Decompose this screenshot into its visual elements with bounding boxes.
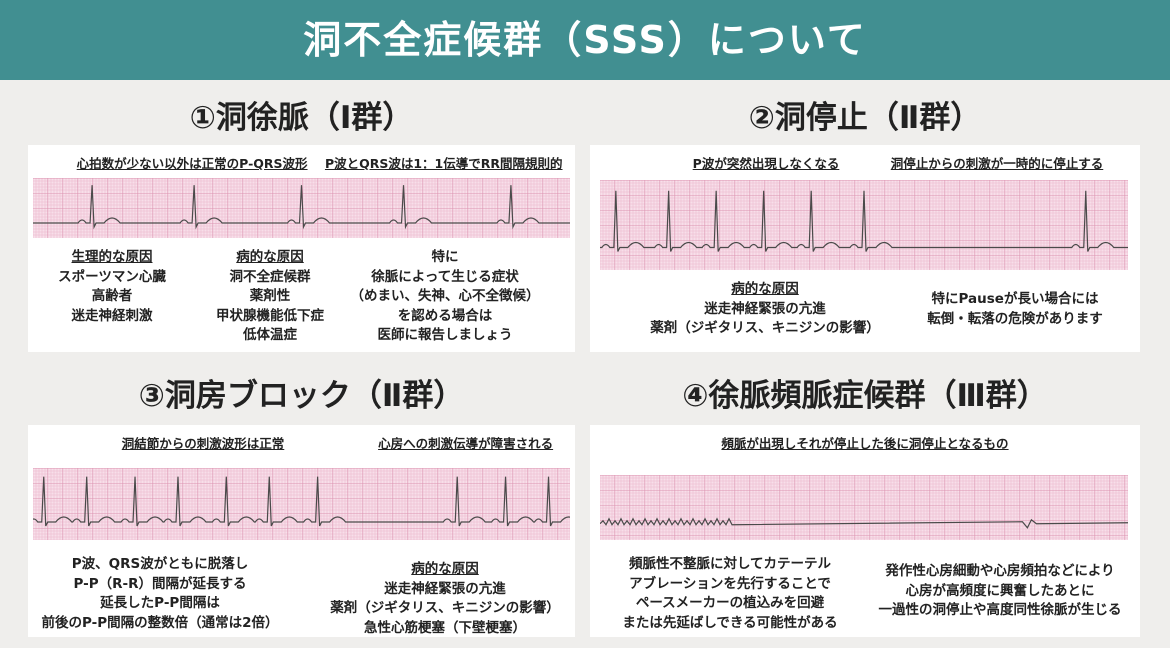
text-block: 頻脈性不整脈に対してカテーテル アブレーションを先行することで ペースメーカーの植込…: [622, 555, 837, 633]
block-line: を認める場合は: [397, 307, 493, 324]
block-line: 低体温症: [243, 327, 297, 343]
section-title: ③洞房ブロック（Ⅱ群）: [138, 378, 465, 414]
block-line: （めまい、失神、心不全徴候）: [350, 288, 540, 304]
block-line: 一過性の洞停止や高度同性徐脈が生じる: [878, 602, 1122, 618]
block-line: 薬剤性: [249, 288, 291, 304]
ecg-strip: [33, 468, 570, 540]
ecg-strip: [600, 180, 1128, 270]
block-line: 迷走神経緊張の亢進: [704, 300, 826, 317]
block-line: 甲状腺機能低下症: [216, 307, 324, 324]
block-line: 特に: [431, 249, 459, 265]
block-line: 薬剤（ジギタリス、キニジンの影響）: [330, 600, 560, 616]
text-block: P波、QRS波がともに脱落し P-P（R-R）間隔が延長する 延長したP-P間隔は前…: [41, 555, 278, 633]
section-title: ①洞徐脈（Ⅰ群）: [189, 100, 414, 136]
text-block: 病的な原因洞不全症候群 薬剤性甲状腺機能低下症 低体温症: [216, 248, 324, 346]
block-line: ペースメーカーの植込みを回避: [635, 595, 825, 611]
block-line: 転倒・転落の危険があります: [927, 310, 1103, 327]
note: P波が突然出現しなくなる: [692, 156, 840, 171]
section-title: ④徐脈頻脈症候群（Ⅲ群）: [682, 378, 1048, 414]
note: P波とQRS波は1：1伝導でRR間隔規則的: [324, 156, 563, 171]
block-line: 洞不全症候群: [229, 268, 311, 285]
block-line: P波、QRS波がともに脱落し: [71, 556, 249, 572]
block-heading: 病的な原因: [236, 249, 304, 265]
text-block: 発作性心房細動や心房頻拍などにより 心房が高頻度に興奮したあとに一過性の洞停止や高…: [879, 562, 1122, 621]
block-line: 迷走神経緊張の亢進: [384, 580, 506, 597]
block-heading: 生理的な原因: [71, 249, 153, 265]
block-line: 迷走神経刺激: [71, 307, 153, 324]
block-line: 特にPauseが長い場合には: [931, 291, 1099, 307]
block-line: 薬剤（ジギタリス、キニジンの影響）: [650, 320, 880, 336]
header-title: 洞不全症候群（SSS）について: [0, 0, 1170, 80]
block-heading: 病的な原因: [731, 281, 799, 297]
block-line: または先延ばしできる可能性がある: [622, 614, 838, 631]
block-line: 頻脈性不整脈に対してカテーテル: [628, 556, 832, 572]
block-line: スポーツマン心臓: [58, 268, 166, 285]
block-line: 前後のP-P間隔の整数倍（通常は2倍）: [41, 614, 279, 631]
block-line: アブレーションを先行することで: [629, 575, 831, 592]
note: 心房への刺激伝導が障害される: [378, 436, 554, 451]
text-block: 病的な原因迷走神経緊張の亢進薬剤（ジギタリス、キニジンの影響） 急性心筋梗塞（下壁…: [330, 560, 560, 638]
block-line: 医師に報告しましょう: [377, 327, 513, 343]
block-line: 徐脈によって生じる症状: [371, 268, 519, 285]
text-block: 特に徐脈によって生じる症状 （めまい、失神、心不全徴候） を認める場合は医師に報告し…: [351, 248, 540, 346]
block-line: 急性心筋梗塞（下壁梗塞）: [364, 619, 526, 636]
text-block: 特にPauseが長い場合には 転倒・転落の危険があります: [927, 290, 1103, 329]
block-line: P-P（R-R）間隔が延長する: [73, 575, 247, 592]
note: 洞停止からの刺激が一時的に停止する: [890, 156, 1104, 171]
block-line: 発作性心房細動や心房頻拍などにより: [885, 563, 1115, 579]
ecg-strip: [33, 178, 570, 238]
ecg-strip: [600, 475, 1128, 540]
text-block: 病的な原因迷走神経緊張の亢進薬剤（ジギタリス、キニジンの影響）: [650, 280, 880, 339]
note: 頻脈が出現しそれが停止した後に洞停止となるもの: [721, 436, 1009, 451]
note: 心拍数が少ない以外は正常のP-QRS波形: [76, 156, 308, 171]
block-heading: 病的な原因: [411, 561, 479, 577]
section-title: ②洞停止（Ⅱ群）: [748, 100, 982, 136]
block-line: 高齢者: [91, 288, 133, 304]
note: 洞結節からの刺激波形は正常: [121, 436, 285, 451]
text-block: 生理的な原因 スポーツマン心臓 高齢者迷走神経刺激: [58, 248, 166, 326]
block-line: 心房が高頻度に興奮したあとに: [905, 582, 1095, 599]
block-line: 延長したP-P間隔は: [100, 595, 220, 611]
